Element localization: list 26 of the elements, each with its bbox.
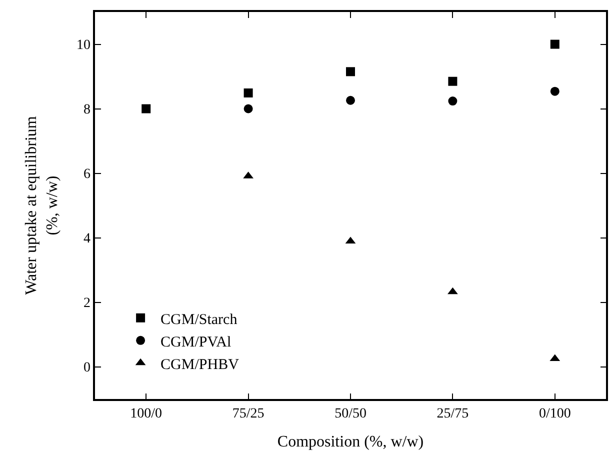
- y-tick-label: 8: [83, 102, 90, 118]
- x-tick-label: 75/25: [232, 406, 264, 422]
- x-tick-label: 25/75: [436, 406, 469, 422]
- y-tick-label: 6: [83, 167, 90, 182]
- y-axis-title: Water uptake at equilibrium (%, w/w): [23, 116, 61, 295]
- point: [346, 67, 355, 76]
- legend-label: CGM/Starch: [160, 312, 238, 328]
- point: [244, 104, 253, 114]
- y-tick-label: 10: [76, 38, 90, 54]
- x-tick-label: 0/100: [538, 406, 571, 422]
- point: [448, 287, 458, 294]
- y-tick-label: 2: [83, 296, 90, 312]
- y-tick-label: 4: [83, 232, 90, 247]
- x-axis-title: Composition (%, w/w): [277, 434, 424, 451]
- point: [550, 40, 560, 49]
- point: [448, 96, 458, 106]
- x-tick-label: 100/0: [130, 406, 162, 422]
- point: [346, 96, 355, 105]
- point: [244, 88, 253, 98]
- legend-label: CGM/PHBV: [160, 356, 240, 373]
- y-tick-label: 0: [83, 360, 90, 376]
- point: [550, 86, 560, 96]
- point: [448, 76, 458, 86]
- x-tick-label: 50/50: [334, 406, 366, 422]
- point: [142, 104, 151, 114]
- legend-label: CGM/PVAl: [160, 334, 232, 350]
